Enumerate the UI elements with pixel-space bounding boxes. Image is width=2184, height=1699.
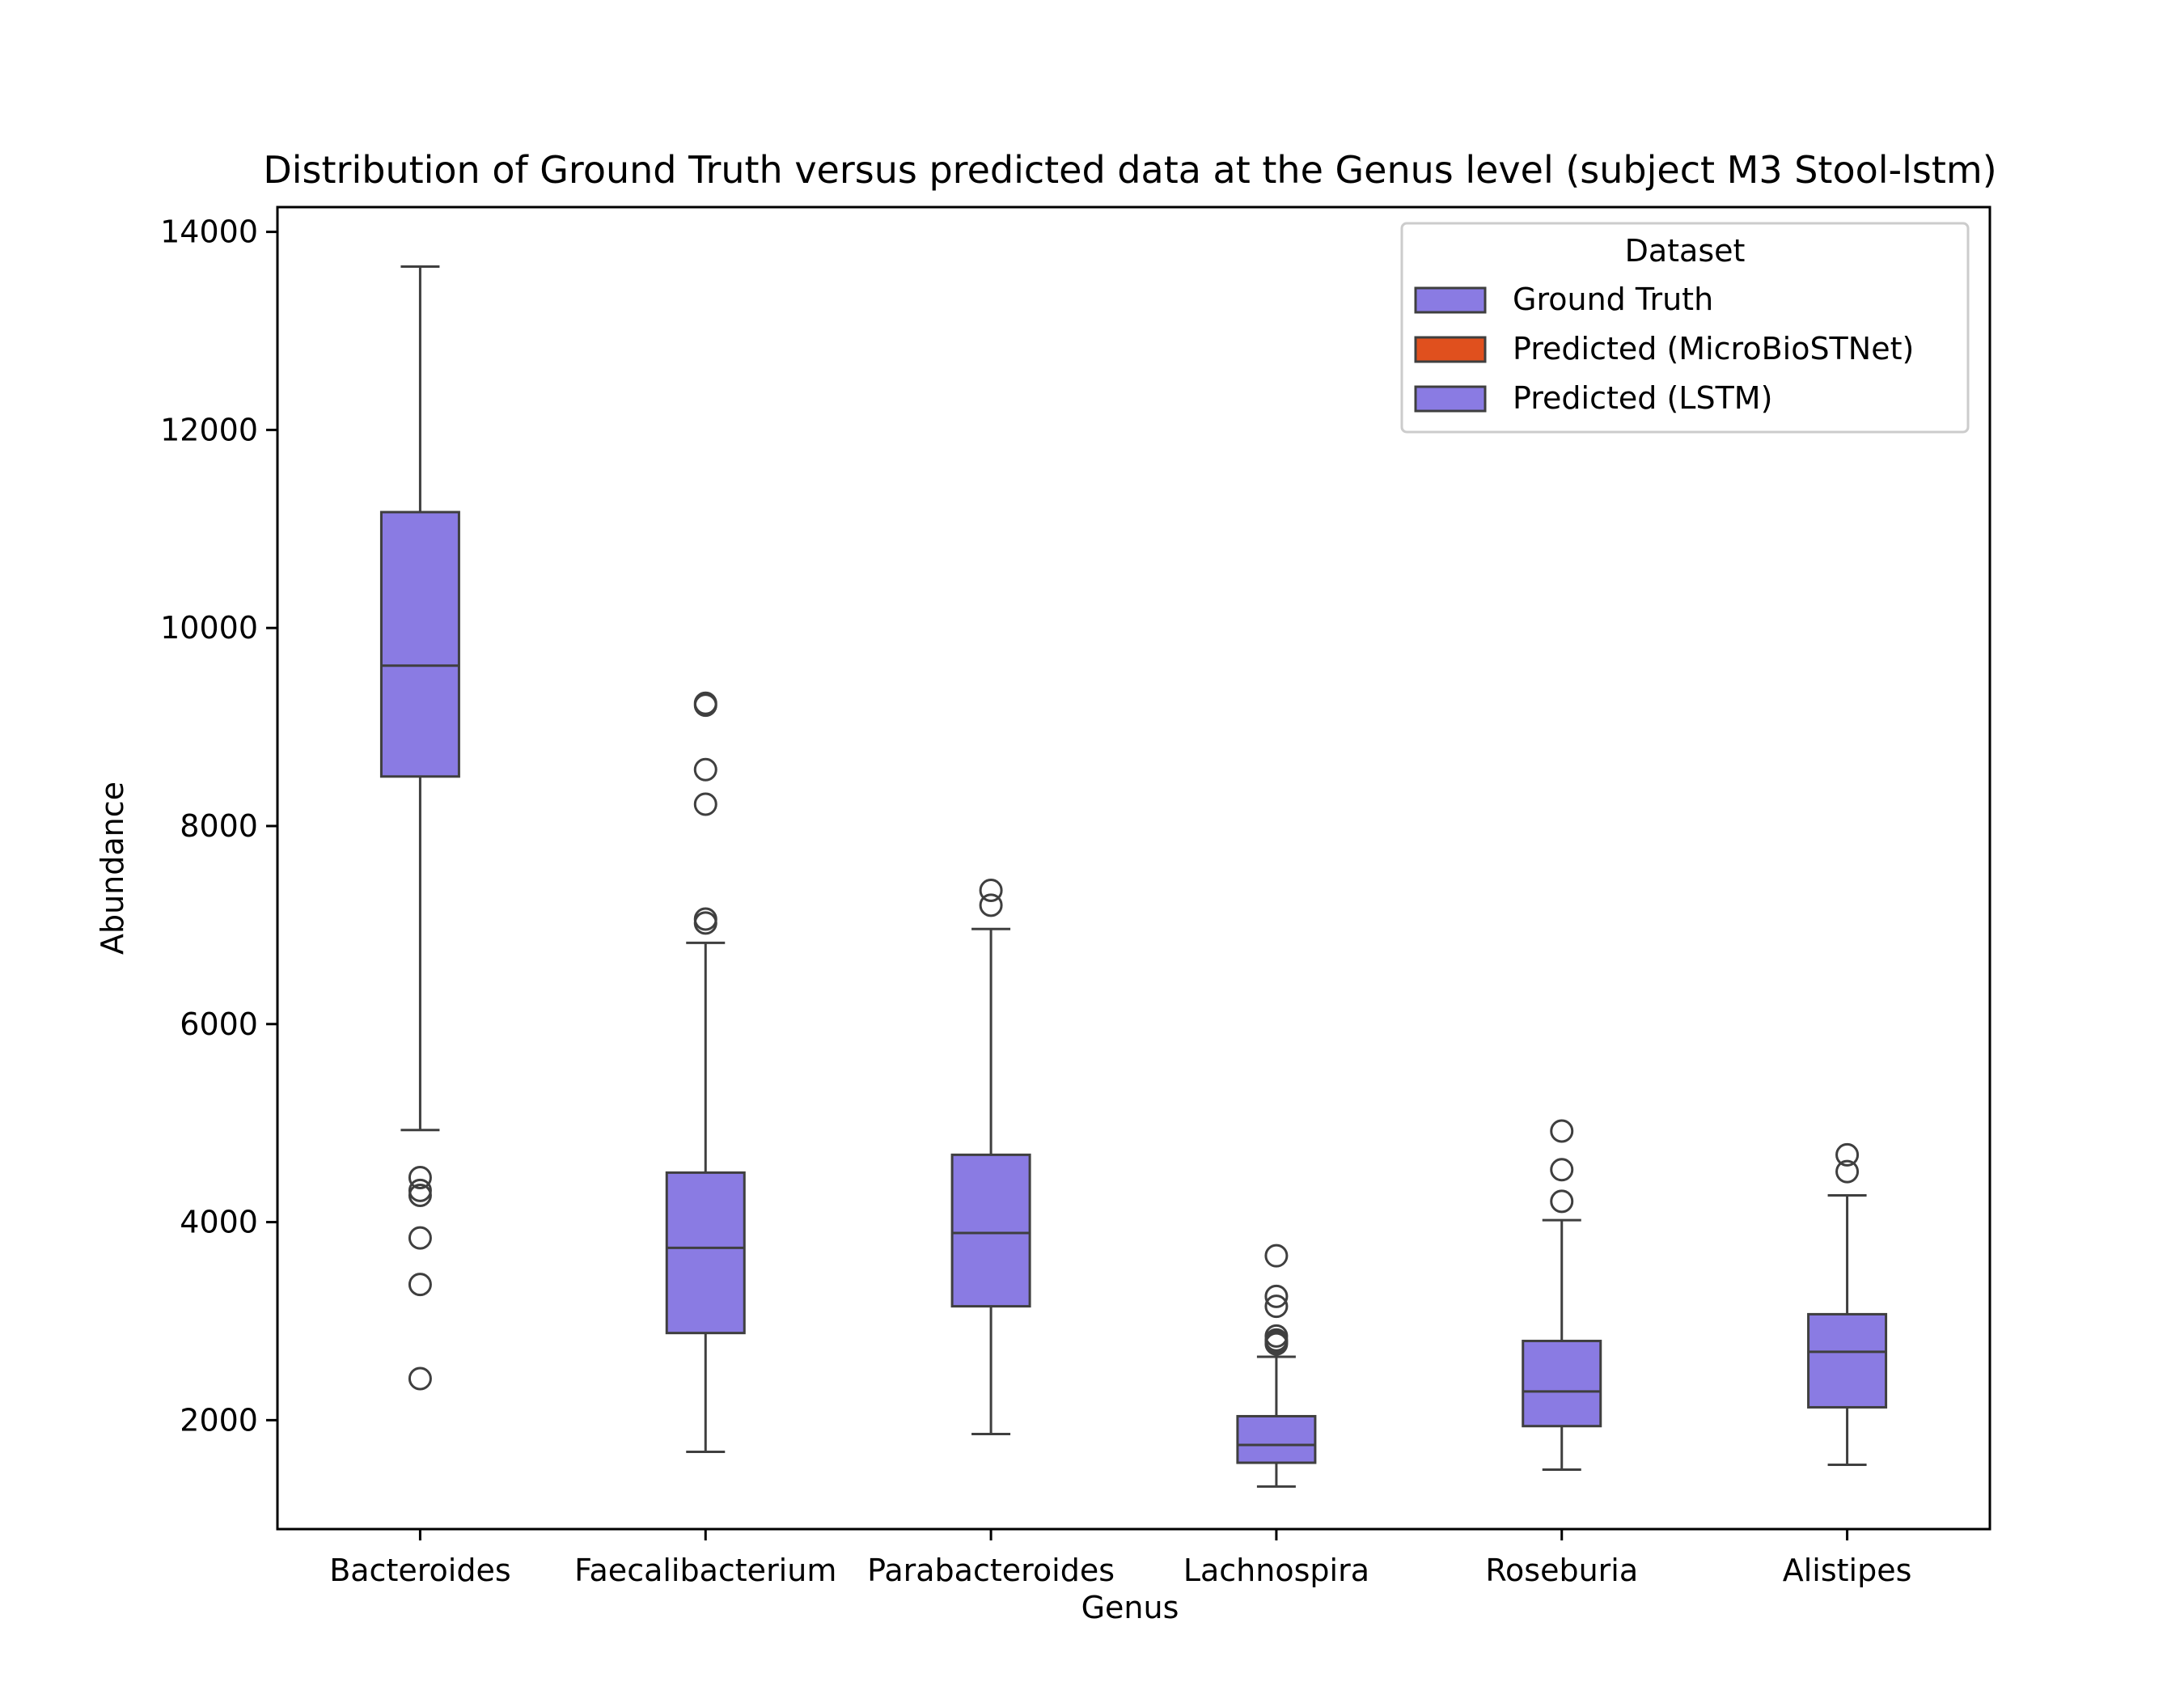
boxes xyxy=(379,265,1888,1488)
x-tick-label: Bacteroides xyxy=(329,1553,510,1588)
box-roseburia xyxy=(1522,1119,1602,1472)
legend-entry: Predicted (MicroBioSTNet) xyxy=(1414,331,1914,366)
outlier-point xyxy=(408,1178,432,1202)
legend-entry: Ground Truth xyxy=(1414,282,1713,317)
chart-title: Distribution of Ground Truth versus pred… xyxy=(263,148,1996,192)
legend-label: Ground Truth xyxy=(1513,282,1713,317)
legend-label: Predicted (MicroBioSTNet) xyxy=(1513,331,1914,366)
y-tick-label: 10000 xyxy=(160,610,258,646)
plot-area xyxy=(276,205,1991,1531)
outlier-point xyxy=(1264,1332,1289,1356)
iqr-box xyxy=(1807,1312,1888,1409)
box-lachnospira xyxy=(1236,1244,1317,1488)
outlier-point xyxy=(693,693,717,718)
outlier-point xyxy=(408,1366,432,1391)
outlier-point xyxy=(979,879,1003,903)
plot-frame xyxy=(276,205,1991,1531)
legend-label: Predicted (LSTM) xyxy=(1513,380,1772,416)
outlier-point xyxy=(979,893,1003,917)
legend: Dataset Ground Truth Predicted (MicroBioS… xyxy=(1400,222,1970,434)
iqr-box xyxy=(379,511,460,778)
outlier-point xyxy=(1550,1158,1574,1182)
iqr-box xyxy=(950,1153,1031,1308)
outlier-point xyxy=(693,911,717,935)
box-bacteroides xyxy=(379,265,460,1391)
iqr-box xyxy=(1522,1339,1602,1428)
iqr-box xyxy=(1236,1414,1317,1464)
outlier-point xyxy=(1550,1119,1574,1143)
x-tick-label: Faecalibacterium xyxy=(574,1553,836,1588)
outlier-point xyxy=(693,792,717,816)
y-axis-label: Abundance xyxy=(95,782,130,955)
iqr-box xyxy=(665,1171,746,1335)
y-tick-label: 2000 xyxy=(180,1402,258,1438)
legend-frame xyxy=(1400,222,1970,434)
legend-swatch xyxy=(1414,336,1487,363)
y-tick-label: 12000 xyxy=(160,412,258,447)
outlier-point xyxy=(408,1184,432,1208)
outlier-point xyxy=(1835,1142,1860,1167)
x-tick-label: Lachnospira xyxy=(1183,1553,1369,1588)
x-axis-label: Genus xyxy=(1081,1590,1179,1625)
outlier-point xyxy=(693,757,717,782)
legend-title: Dataset xyxy=(1625,233,1746,269)
x-tick-label: Alistipes xyxy=(1783,1553,1912,1588)
y-tick-label: 4000 xyxy=(180,1205,258,1240)
x-tick-label: Roseburia xyxy=(1485,1553,1638,1588)
outlier-point xyxy=(408,1165,432,1189)
legend-entries: Ground Truth Predicted (MicroBioSTNet) Pre… xyxy=(1414,282,1914,416)
box-parabacteroides xyxy=(950,879,1031,1435)
outlier-point xyxy=(1264,1284,1289,1308)
outlier-point xyxy=(1264,1244,1289,1268)
outlier-point xyxy=(408,1226,432,1250)
y-tick-label: 14000 xyxy=(160,214,258,250)
y-tick-label: 8000 xyxy=(180,808,258,844)
legend-entry: Predicted (LSTM) xyxy=(1414,380,1772,416)
legend-swatch xyxy=(1414,286,1487,314)
x-tick-label: Parabacteroides xyxy=(867,1553,1115,1588)
outlier-point xyxy=(1550,1189,1574,1214)
outlier-point xyxy=(1264,1294,1289,1319)
box-alistipes xyxy=(1807,1142,1888,1466)
outlier-point xyxy=(408,1273,432,1297)
outlier-point xyxy=(1835,1159,1860,1184)
y-tick-label: 6000 xyxy=(180,1006,258,1042)
box-faecalibacterium xyxy=(665,691,746,1454)
y-axis: 2000 4000 6000 8000 10000 12000 14000 xyxy=(160,214,277,1438)
x-axis: Bacteroides Faecalibacterium Parabacteroid… xyxy=(329,1529,1911,1588)
legend-swatch xyxy=(1414,385,1487,413)
